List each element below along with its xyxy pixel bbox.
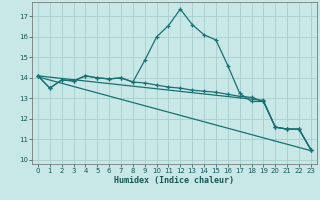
X-axis label: Humidex (Indice chaleur): Humidex (Indice chaleur)	[115, 176, 234, 185]
